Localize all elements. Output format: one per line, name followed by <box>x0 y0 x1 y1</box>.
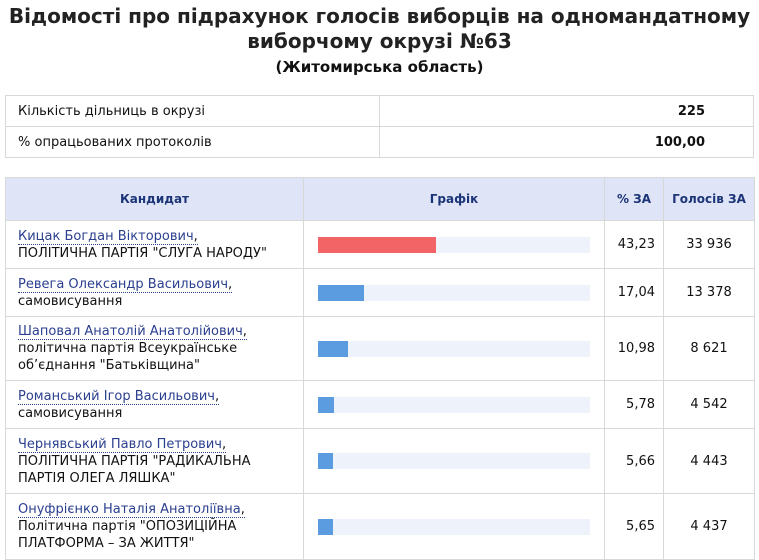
column-header: Кандидат <box>5 177 304 221</box>
percent: 17,04 <box>604 268 664 317</box>
summary-label: % опрацьованих протоколів <box>5 126 380 158</box>
percent: 5,65 <box>604 493 664 560</box>
graph-cell <box>303 220 605 269</box>
candidate-cell: Ревега Олександр Васильовичсамовисування <box>5 268 304 317</box>
candidate-name[interactable]: Ревега Олександр Васильович <box>18 276 233 293</box>
summary-row: Кількість дільниць в окрузі 225 <box>5 95 754 127</box>
candidate-name[interactable]: Кицак Богдан Вікторович <box>18 228 198 245</box>
votes: 4 542 <box>663 380 755 429</box>
candidate-row: Шаповал Анатолій Анатолійовичполітична п… <box>5 316 755 381</box>
bar <box>318 284 365 301</box>
bar <box>318 396 334 413</box>
candidate-name[interactable]: Романський Ігор Васильович <box>18 388 220 405</box>
candidate-party: самовисування <box>18 405 123 421</box>
title: Відомості про підрахунок голосів виборці… <box>8 4 751 53</box>
bar-track <box>318 236 590 253</box>
column-header: Голосів ЗА <box>663 177 755 221</box>
votes: 4 443 <box>663 428 755 494</box>
summary-table: Кількість дільниць в окрузі 225% опрацьов… <box>5 95 754 158</box>
bar <box>318 518 334 535</box>
candidate-cell: Онуфрієнко Наталія АнатоліївнаПолітична … <box>5 493 304 560</box>
percent: 10,98 <box>604 316 664 381</box>
votes: 8 621 <box>663 316 755 381</box>
candidate-row: Чернявський Павло ПетровичПОЛІТИЧНА ПАРТ… <box>5 428 755 494</box>
candidate-party: ПОЛІТИЧНА ПАРТІЯ "СЛУГА НАРОДУ" <box>18 245 267 261</box>
percent: 5,66 <box>604 428 664 494</box>
summary-value: 100,00 <box>379 126 754 158</box>
votes: 4 437 <box>663 493 755 560</box>
bar-track <box>318 518 590 535</box>
graph-cell <box>303 380 605 429</box>
candidate-name[interactable]: Чернявський Павло Петрович <box>18 436 227 453</box>
percent: 43,23 <box>604 220 664 269</box>
candidate-row: Романський Ігор Васильовичсамовисування 5… <box>5 380 755 429</box>
candidate-name[interactable]: Онуфрієнко Наталія Анатоліївна <box>18 502 245 518</box>
candidate-name[interactable]: Шаповал Анатолій Анатолійович <box>18 324 247 340</box>
candidates-table: Кандидат Графік% ЗА Голосів ЗА Кицак Богдан… <box>5 177 755 560</box>
candidate-party: політична партія Всеукраїнське об’єднанн… <box>18 341 238 373</box>
bar-track <box>318 453 590 469</box>
region: (Житомирська область) <box>275 58 484 76</box>
bar <box>318 236 436 253</box>
candidate-cell: Чернявський Павло ПетровичПОЛІТИЧНА ПАРТ… <box>5 428 304 494</box>
graph-cell <box>303 316 605 381</box>
candidate-row: Ревега Олександр Васильовичсамовисування… <box>5 268 755 317</box>
column-header: Графік <box>303 177 605 221</box>
votes: 13 378 <box>663 268 755 317</box>
candidate-cell: Шаповал Анатолій Анатолійовичполітична п… <box>5 316 304 381</box>
summary-value: 225 <box>379 95 754 127</box>
graph-cell <box>303 493 605 560</box>
bar <box>318 340 348 357</box>
candidate-cell: Кицак Богдан ВікторовичПОЛІТИЧНА ПАРТІЯ … <box>5 220 304 269</box>
candidate-party: Політична партія "ОПОЗИЦІЙНА ПЛАТФОРМА –… <box>18 519 237 551</box>
candidate-row: Онуфрієнко Наталія АнатоліївнаПолітична … <box>5 493 755 560</box>
bar-track <box>318 284 590 301</box>
summary-row: % опрацьованих протоколів 100,00 <box>5 126 754 158</box>
candidate-party: ПОЛІТИЧНА ПАРТІЯ "РАДИКАЛЬНА ПАРТІЯ ОЛЕГ… <box>18 453 251 486</box>
percent: 5,78 <box>604 380 664 429</box>
summary-label: Кількість дільниць в окрузі <box>5 95 380 127</box>
candidate-row: Кицак Богдан ВікторовичПОЛІТИЧНА ПАРТІЯ … <box>5 220 755 269</box>
graph-cell <box>303 428 605 494</box>
graph-cell <box>303 268 605 317</box>
candidate-cell: Романський Ігор Васильовичсамовисування <box>5 380 304 429</box>
column-header: % ЗА <box>604 177 664 221</box>
bar-track <box>318 396 590 413</box>
bar-track <box>318 340 590 357</box>
candidate-party: самовисування <box>18 293 123 309</box>
bar <box>318 453 334 469</box>
votes: 33 936 <box>663 220 755 269</box>
